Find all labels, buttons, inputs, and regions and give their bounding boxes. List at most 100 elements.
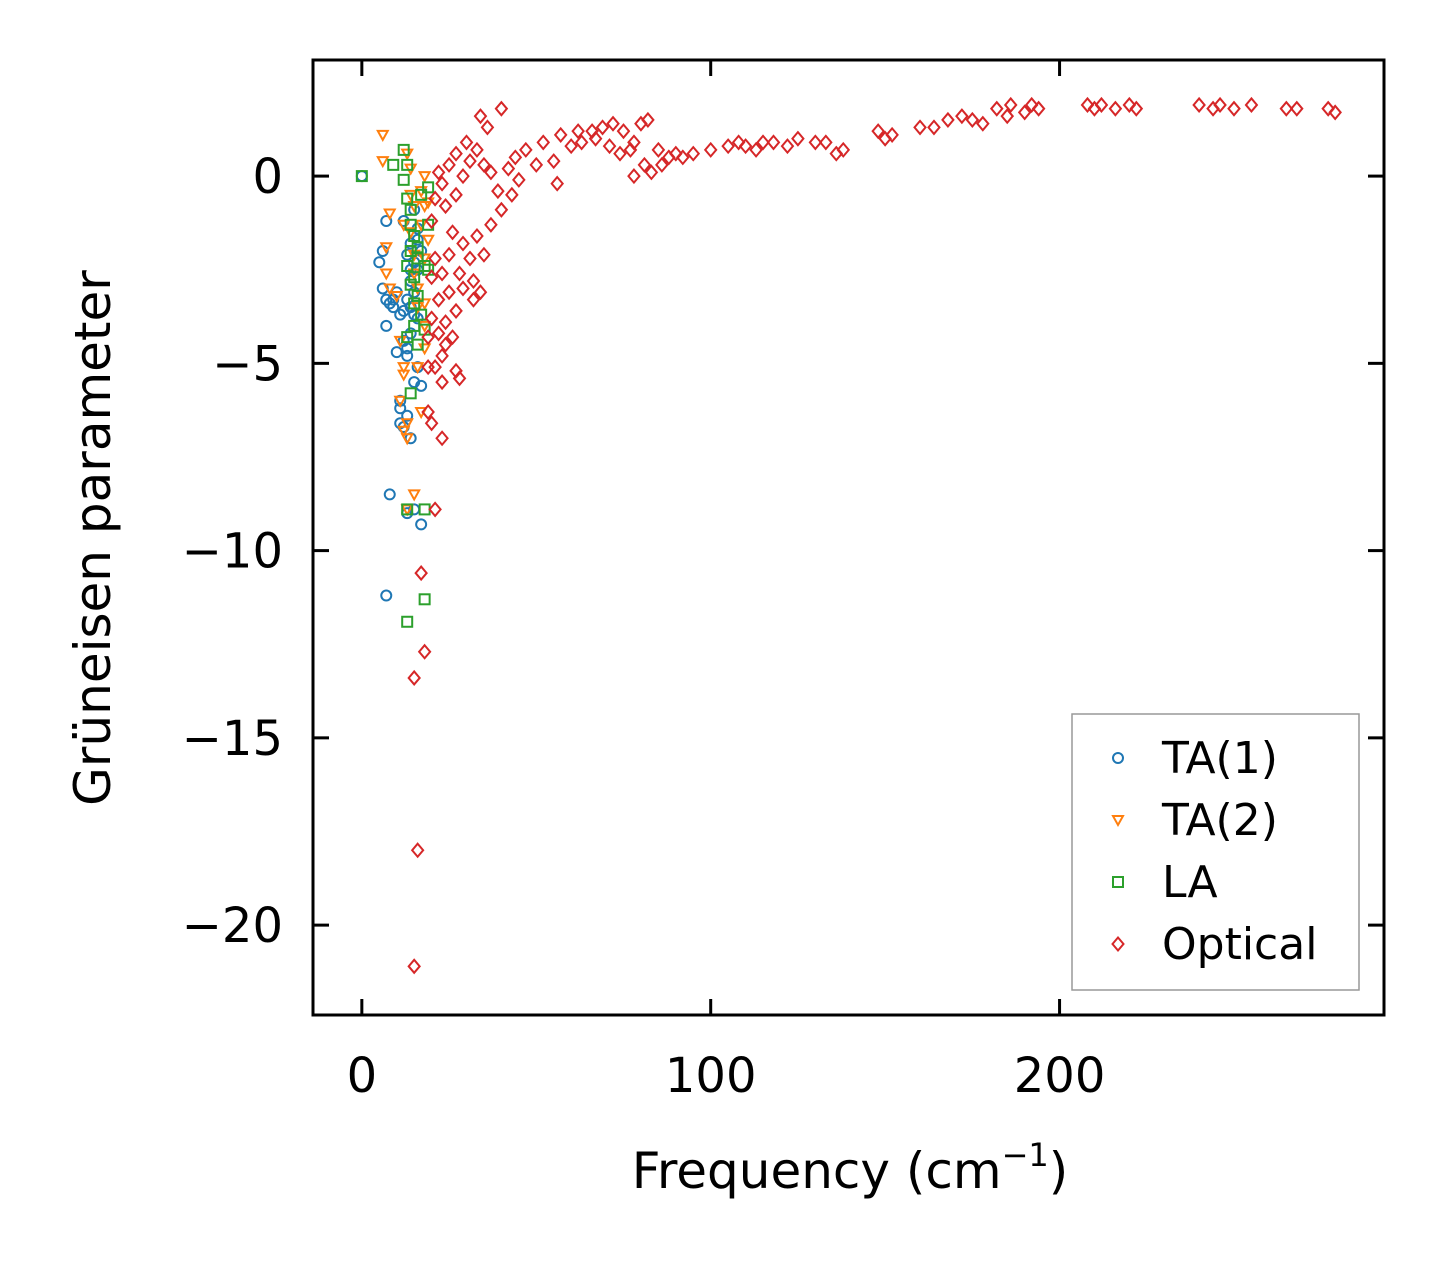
point-optical <box>505 186 519 203</box>
point-optical <box>976 115 990 132</box>
point-optical <box>1003 96 1018 113</box>
data-points <box>355 96 1342 975</box>
legend-box <box>1071 713 1360 991</box>
point-ta-1 <box>390 346 403 359</box>
point-optical <box>1017 104 1032 121</box>
point-optical <box>424 212 439 230</box>
point-optical <box>721 138 735 155</box>
point-ta-2 <box>397 425 411 438</box>
point-optical <box>766 134 781 151</box>
point-optical <box>1087 100 1102 117</box>
point-optical <box>989 100 1004 117</box>
point-optical <box>518 141 533 158</box>
legend-label: TA(1) <box>1161 733 1278 784</box>
point-optical <box>1192 96 1206 113</box>
point-ta-2 <box>407 268 421 281</box>
point-optical <box>606 115 620 132</box>
point-ta-1 <box>380 589 393 602</box>
point-optical <box>424 269 439 286</box>
point-ta-2 <box>376 129 390 142</box>
point-ta-2 <box>410 362 425 375</box>
point-la <box>401 331 414 344</box>
point-optical <box>1206 100 1220 117</box>
point-ta-2 <box>393 395 407 408</box>
point-optical <box>449 145 463 162</box>
point-optical <box>417 643 432 660</box>
point-optical <box>438 314 453 331</box>
point-optical <box>463 153 477 170</box>
point-ta-1 <box>394 402 407 415</box>
point-ta-2 <box>383 283 397 296</box>
point-optical <box>438 336 453 353</box>
point-optical <box>442 284 456 301</box>
point-la <box>411 241 424 254</box>
point-optical <box>588 130 603 147</box>
axes-frame <box>311 58 1386 1017</box>
point-optical <box>941 111 955 128</box>
point-optical <box>623 141 638 158</box>
point-la <box>411 289 424 302</box>
point-ta-2 <box>417 298 432 311</box>
point-optical <box>1024 96 1039 113</box>
point-optical <box>571 123 585 140</box>
point-optical <box>473 284 488 301</box>
point-optical <box>1108 100 1123 117</box>
point-ta-1 <box>394 308 407 321</box>
point-ta-1 <box>415 379 428 392</box>
point-optical <box>1080 96 1095 113</box>
point-la <box>401 615 414 628</box>
point-la <box>404 387 417 400</box>
point-optical <box>955 108 969 125</box>
point-la <box>404 218 417 231</box>
point-optical <box>1000 108 1015 125</box>
point-optical <box>819 134 833 151</box>
point-optical <box>675 149 690 166</box>
point-optical <box>703 141 718 158</box>
y-tick-label: −15 <box>182 711 283 767</box>
point-ta-1 <box>383 488 396 501</box>
point-optical <box>927 119 941 136</box>
point-optical <box>470 227 484 245</box>
point-ta-1 <box>373 256 386 269</box>
point-ta-2 <box>407 489 421 502</box>
legend-label: Optical <box>1162 919 1317 970</box>
point-la <box>408 271 421 284</box>
point-la <box>401 503 414 516</box>
point-la <box>355 170 368 183</box>
point-optical <box>466 272 481 290</box>
point-optical <box>669 145 683 162</box>
point-optical <box>477 156 491 173</box>
point-optical <box>473 108 488 125</box>
point-optical <box>1244 96 1259 113</box>
point-optical <box>477 246 491 263</box>
point-optical <box>494 201 509 218</box>
point-la <box>411 338 424 351</box>
x-tick-label: 0 <box>347 1048 378 1104</box>
y-tick-label: 0 <box>252 149 283 205</box>
y-tick-label: −5 <box>212 336 283 392</box>
point-optical <box>435 175 449 192</box>
point-ta-1 <box>387 301 400 314</box>
point-la <box>404 245 417 257</box>
point-optical <box>512 171 526 188</box>
point-optical <box>452 265 467 282</box>
point-ta-2 <box>379 268 393 281</box>
y-tick-label: −20 <box>182 898 283 954</box>
legend-marker <box>1112 876 1124 888</box>
point-optical <box>452 370 467 387</box>
point-la <box>408 230 421 243</box>
point-optical <box>1094 96 1109 113</box>
legend-marker <box>1111 815 1125 828</box>
point-optical <box>550 175 565 192</box>
point-optical <box>424 415 439 432</box>
point-optical <box>791 130 805 147</box>
axis-ticks: 0 100 200 0 −5 −10 −15 −20 <box>182 60 1384 1104</box>
point-optical <box>414 565 428 582</box>
point-optical <box>644 164 659 181</box>
point-optical <box>428 190 442 207</box>
point-optical <box>431 164 446 181</box>
point-optical <box>885 126 899 143</box>
legend: TA(1) TA(2) LA Optical <box>1071 713 1360 991</box>
point-optical <box>456 168 470 185</box>
